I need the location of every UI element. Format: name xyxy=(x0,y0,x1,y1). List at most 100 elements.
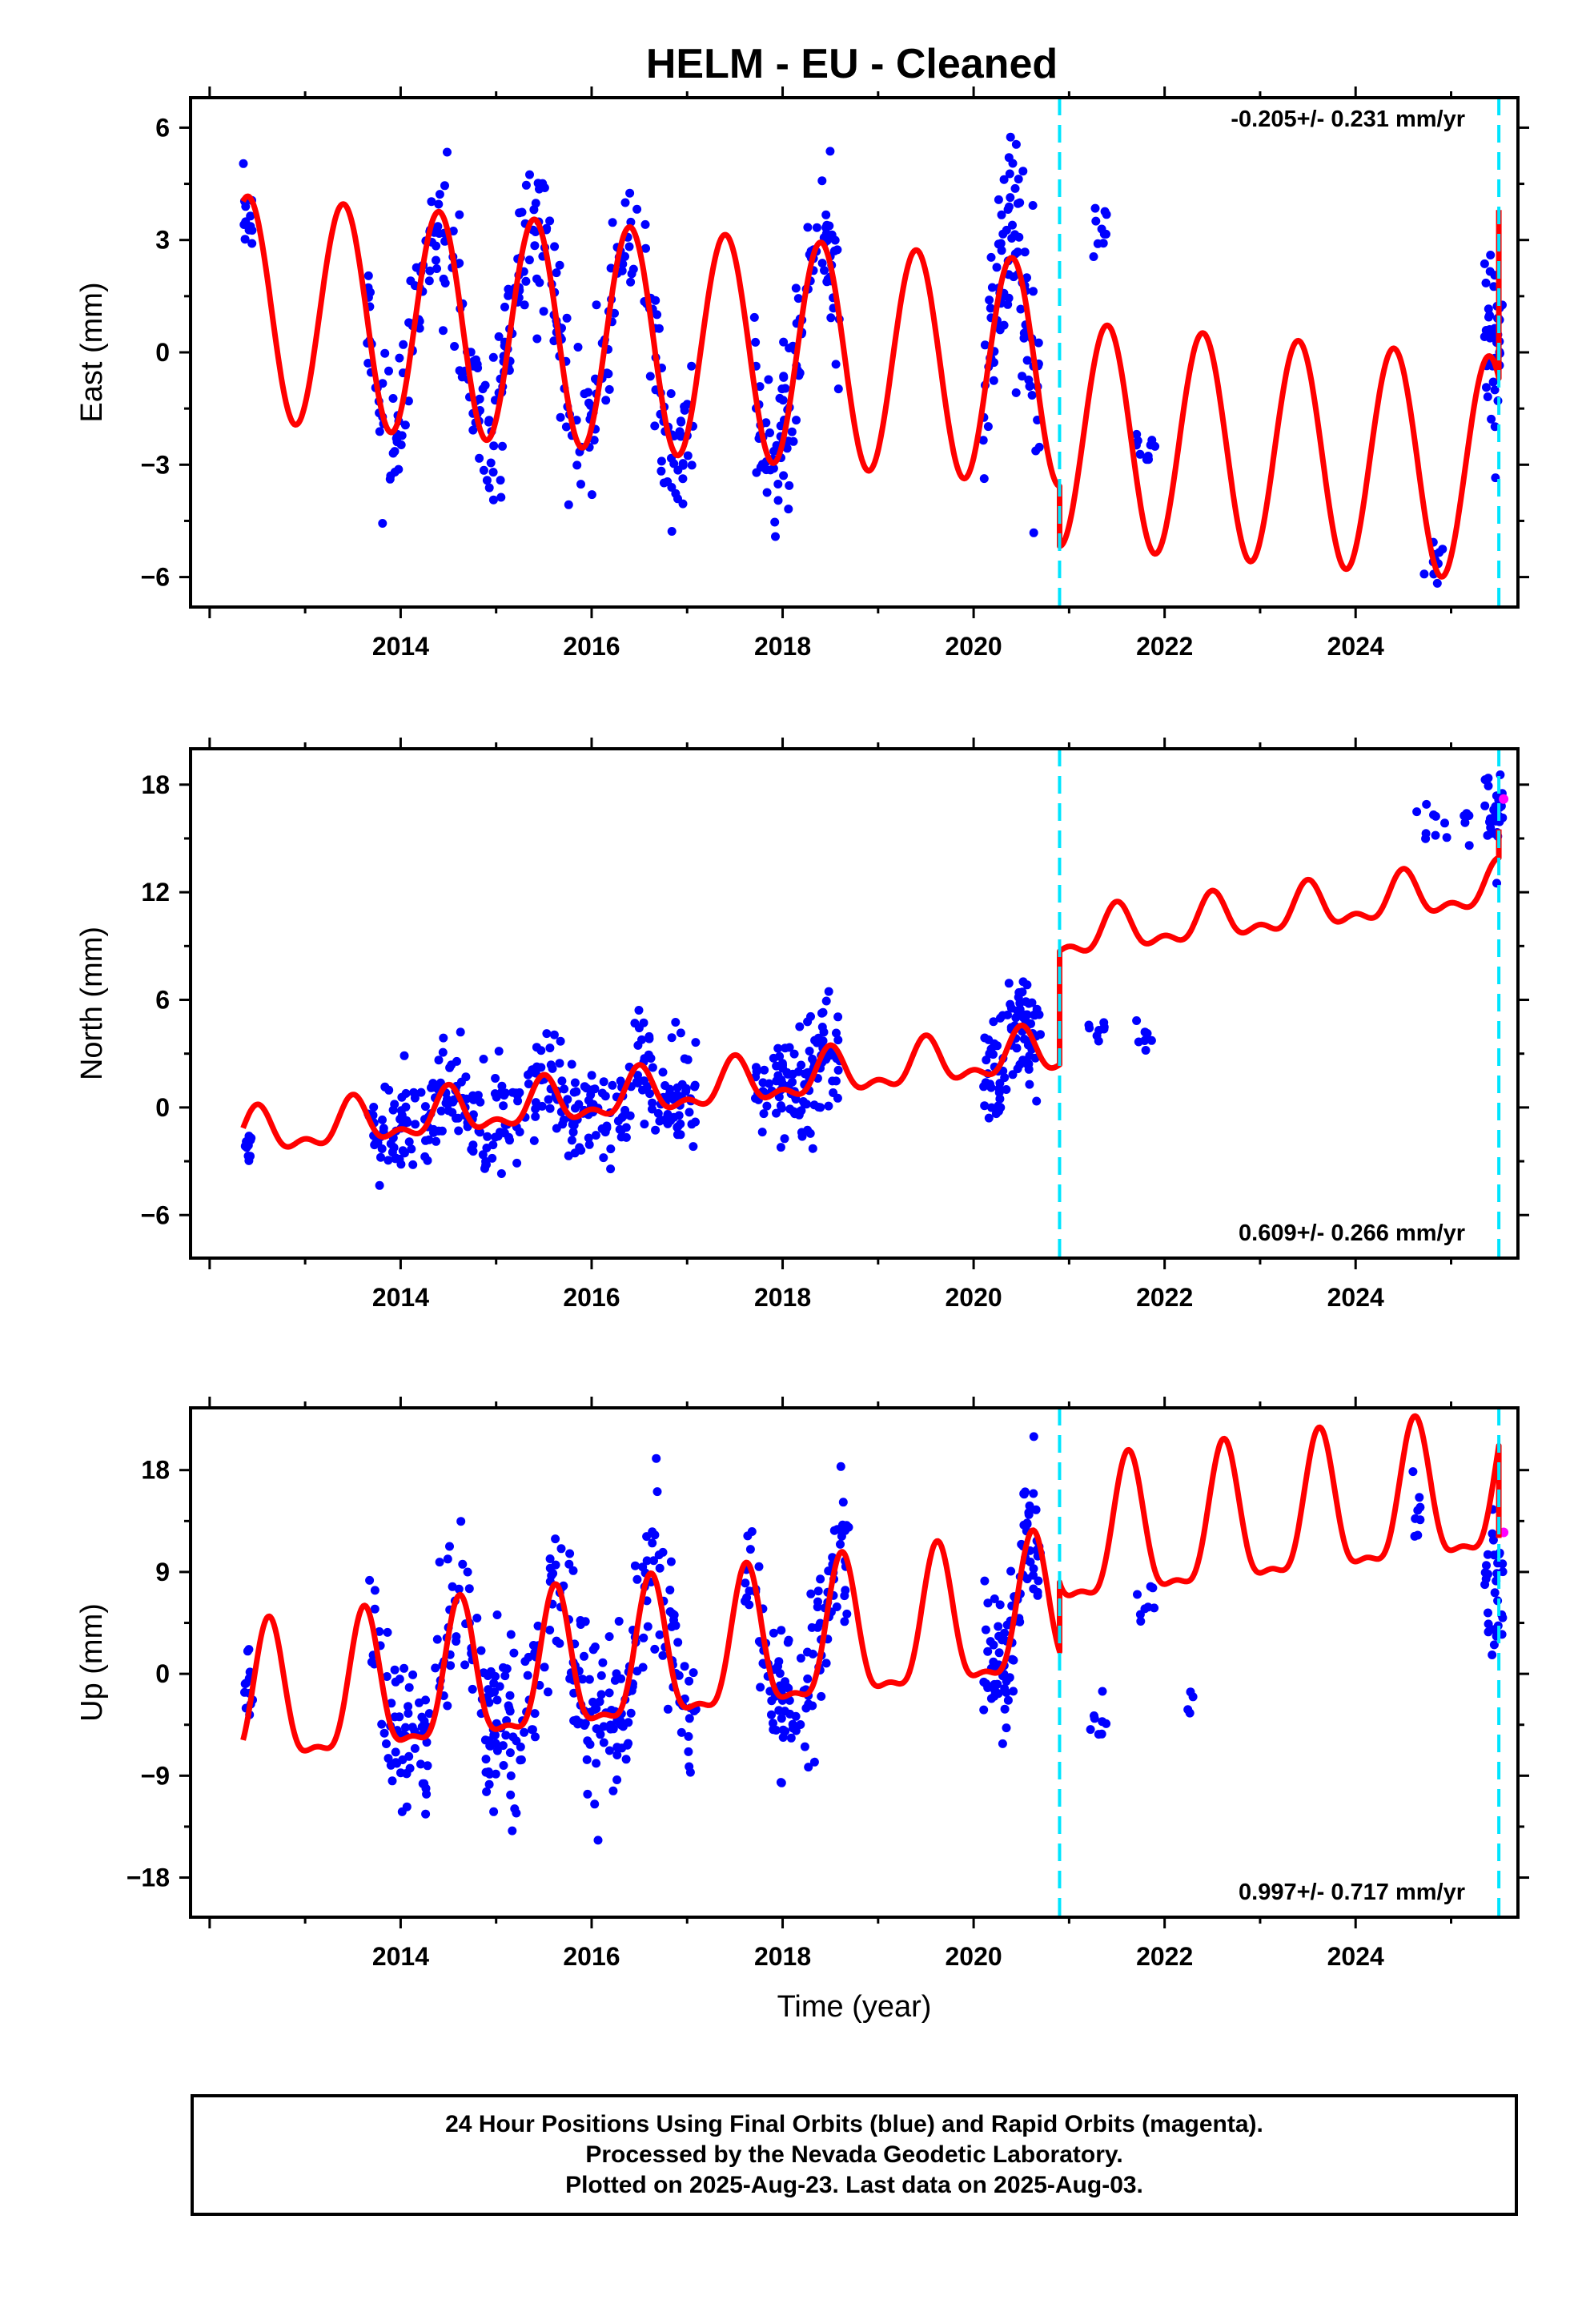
data-point xyxy=(840,1617,849,1626)
data-point xyxy=(602,368,612,378)
data-point xyxy=(833,1035,843,1045)
data-point xyxy=(542,1029,552,1039)
data-point xyxy=(432,1083,442,1092)
data-point xyxy=(755,382,765,392)
data-point xyxy=(243,1647,252,1656)
data-point xyxy=(756,462,765,472)
data-point xyxy=(758,1078,768,1088)
data-point xyxy=(488,468,498,477)
data-point xyxy=(1034,338,1043,348)
data-point xyxy=(1000,1628,1010,1638)
data-point xyxy=(655,1563,665,1573)
data-point xyxy=(432,1136,441,1146)
data-point xyxy=(1132,429,1142,439)
data-point xyxy=(833,1093,842,1103)
data-point xyxy=(1460,818,1470,827)
data-point xyxy=(501,1731,511,1740)
data-point xyxy=(1002,1723,1011,1733)
data-point xyxy=(569,1716,579,1726)
data-point xyxy=(481,1767,491,1777)
data-point xyxy=(480,1164,489,1173)
data-point xyxy=(1411,1514,1420,1523)
data-point xyxy=(840,1591,849,1601)
data-point xyxy=(492,1746,502,1755)
data-point xyxy=(1098,1717,1107,1727)
data-point xyxy=(677,417,686,427)
data-point xyxy=(606,1164,616,1174)
data-point xyxy=(488,495,498,505)
data-point xyxy=(998,1739,1007,1748)
data-point xyxy=(1464,841,1474,850)
data-point xyxy=(987,283,997,292)
data-point xyxy=(806,1011,815,1021)
data-point xyxy=(665,1607,675,1616)
data-point xyxy=(1006,193,1015,203)
data-point xyxy=(506,1771,516,1780)
data-point xyxy=(634,1006,644,1015)
data-point xyxy=(1086,1725,1095,1735)
data-point xyxy=(642,1532,652,1542)
data-point xyxy=(658,1068,668,1077)
data-point xyxy=(652,1487,662,1497)
data-point xyxy=(1098,1687,1107,1696)
data-point xyxy=(682,400,692,409)
data-point xyxy=(512,1158,522,1168)
data-point xyxy=(446,1661,456,1671)
data-point xyxy=(596,1730,605,1739)
data-point xyxy=(1024,1508,1034,1518)
data-point xyxy=(1408,1467,1418,1477)
data-point xyxy=(993,1679,1002,1689)
data-point xyxy=(1019,1489,1029,1498)
data-point xyxy=(530,241,540,251)
data-point xyxy=(432,255,440,265)
data-point xyxy=(377,1719,387,1729)
data-point xyxy=(376,1152,385,1162)
data-point xyxy=(805,1128,815,1138)
data-point xyxy=(685,1714,694,1723)
data-point xyxy=(997,210,1006,219)
data-point xyxy=(570,1148,580,1158)
data-point xyxy=(452,1632,461,1642)
data-point xyxy=(489,1679,499,1688)
data-point xyxy=(809,1757,819,1767)
data-point xyxy=(1003,1010,1012,1019)
data-point xyxy=(415,1698,424,1707)
footer-line-2: Processed by the Nevada Geodetic Laborat… xyxy=(585,2141,1123,2168)
data-point xyxy=(484,416,494,425)
data-point xyxy=(375,1626,384,1636)
data-point xyxy=(494,1047,504,1056)
data-point xyxy=(745,1545,755,1554)
data-point xyxy=(684,1747,693,1756)
data-point xyxy=(784,505,793,514)
data-point xyxy=(620,1105,630,1115)
data-point xyxy=(448,227,458,235)
data-point xyxy=(796,1720,805,1729)
data-point xyxy=(773,1662,782,1671)
data-point xyxy=(1431,830,1440,840)
data-point xyxy=(646,1054,656,1063)
data-point xyxy=(837,1531,846,1541)
data-point xyxy=(406,276,416,286)
data-point xyxy=(1480,259,1489,268)
data-point xyxy=(817,259,827,268)
data-point xyxy=(769,1725,778,1735)
data-point xyxy=(468,1684,477,1694)
x-tick-label: 2014 xyxy=(372,1283,429,1312)
data-point xyxy=(641,243,650,253)
footer-box: 24 Hour Positions Using Final Orbits (bl… xyxy=(191,2094,1518,2216)
data-point xyxy=(545,1626,555,1634)
data-point xyxy=(241,1679,251,1688)
data-point xyxy=(582,1755,592,1764)
data-point xyxy=(995,1600,1005,1610)
data-point xyxy=(813,1038,821,1047)
data-point xyxy=(671,1018,681,1027)
data-point xyxy=(390,1712,400,1722)
data-point xyxy=(765,428,774,437)
data-point xyxy=(683,451,693,460)
data-point xyxy=(455,259,464,268)
data-point xyxy=(789,1049,799,1059)
data-point xyxy=(612,1743,622,1752)
data-point xyxy=(994,1088,1004,1097)
data-point xyxy=(989,1640,998,1650)
